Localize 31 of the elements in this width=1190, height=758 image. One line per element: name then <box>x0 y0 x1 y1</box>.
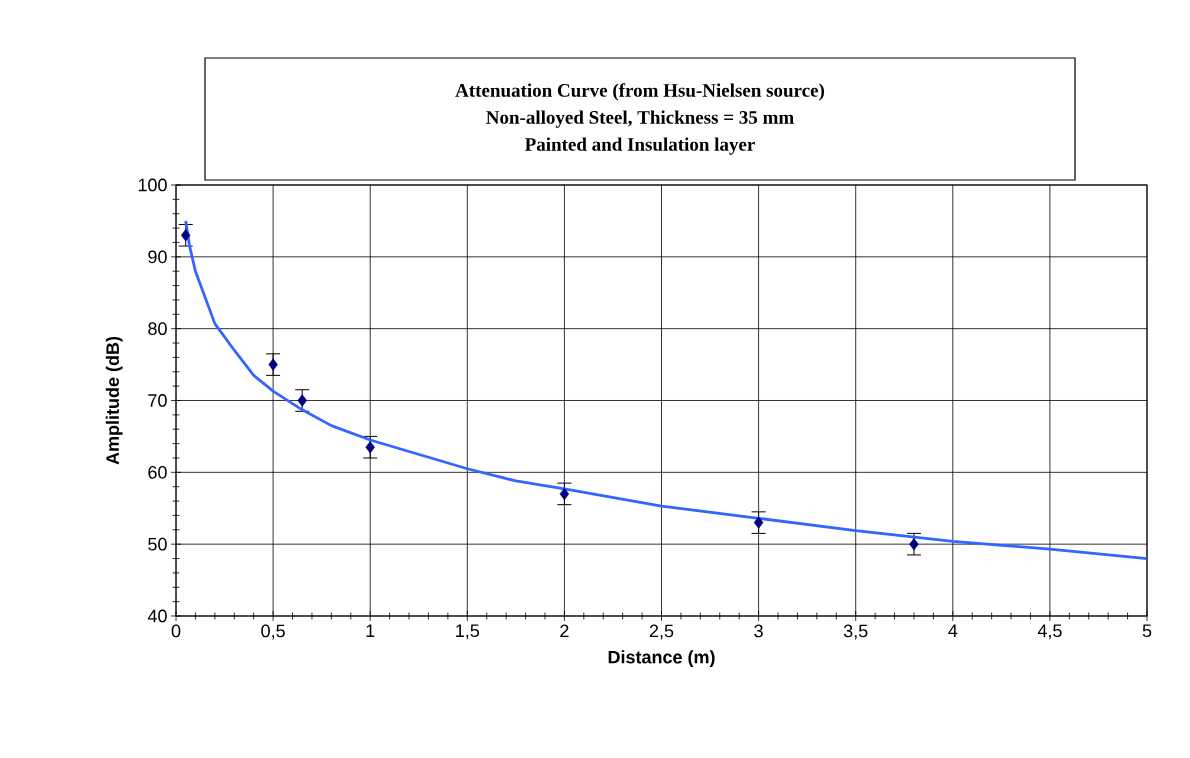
y-tick-label: 70 <box>148 394 167 407</box>
x-tick-label: 0 <box>171 624 181 638</box>
y-tick-label: 50 <box>148 537 167 551</box>
x-tick-label: 3 <box>754 624 763 638</box>
x-tick-label: 1,5 <box>456 624 480 640</box>
x-axis-title: Distance (m) <box>608 650 715 668</box>
x-tick-label: 4 <box>948 624 958 637</box>
y-tick-label: 80 <box>148 322 167 336</box>
x-tick-label: 4,5 <box>1037 624 1062 640</box>
point <box>909 537 919 551</box>
x-tick-label: 2,5 <box>649 624 674 640</box>
chart-title: Attenuation Curve (from Hsu-Nielsen source) <box>455 83 825 101</box>
line-series <box>184 219 1149 560</box>
y-tick-label: 40 <box>147 609 167 623</box>
y-tick-label: 90 <box>148 250 167 264</box>
y-tick-label: 100 <box>138 178 167 192</box>
x-tick-label: 0,5 <box>261 624 285 640</box>
point <box>753 516 764 529</box>
x-tick-label: 1 <box>366 624 375 637</box>
x-tick-label: 5 <box>1142 624 1152 638</box>
point <box>365 440 375 454</box>
x-tick-label: 3,5 <box>843 624 868 640</box>
y-tick-label: 60 <box>148 465 167 479</box>
y-axis-title: Amplitude (dB) <box>105 336 123 465</box>
point <box>268 358 278 371</box>
point <box>181 229 191 242</box>
x-tick-label: 2 <box>560 624 569 638</box>
point <box>297 394 307 407</box>
chart-subtitle: Non-alloyed Steel, Thickness = 35 mm <box>486 110 794 128</box>
point <box>559 487 570 501</box>
text: Painted and Insulation layer <box>525 137 755 155</box>
